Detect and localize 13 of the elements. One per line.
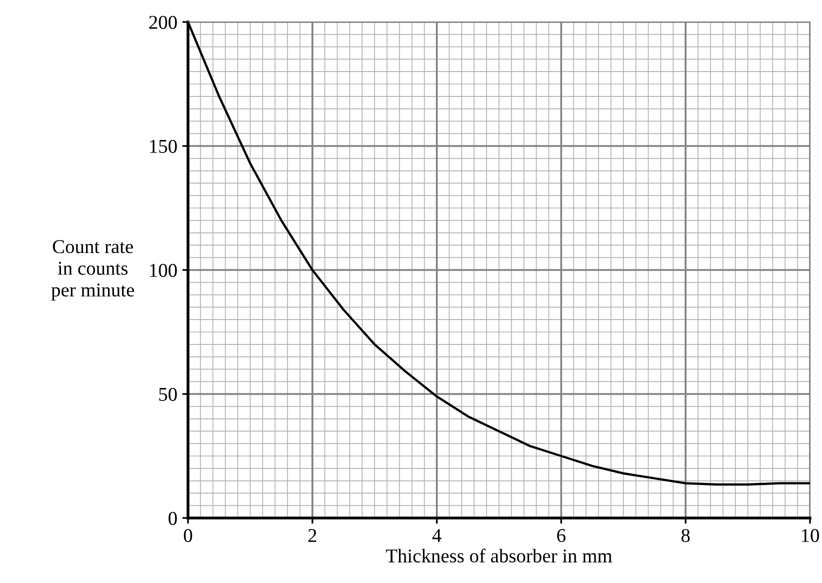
x-tick-label: 8 <box>681 528 690 542</box>
y-tick-label: 150 <box>150 140 177 153</box>
y-tick-label: 0 <box>168 512 177 525</box>
y-tick-label: 50 <box>159 388 177 401</box>
x-tick-label: 10 <box>802 528 819 542</box>
y-tick-label: 100 <box>150 264 177 277</box>
x-tick-label: 0 <box>184 528 192 542</box>
x-tick-label: 6 <box>557 529 566 542</box>
y-axis-title: Count rate in counts per minute <box>51 240 134 300</box>
x-tick-label: 4 <box>432 529 442 542</box>
x-axis-title: Thickness of absorber in mm <box>386 548 612 563</box>
y-tick-label: 200 <box>149 16 177 29</box>
x-tick-label: 2 <box>308 529 316 542</box>
